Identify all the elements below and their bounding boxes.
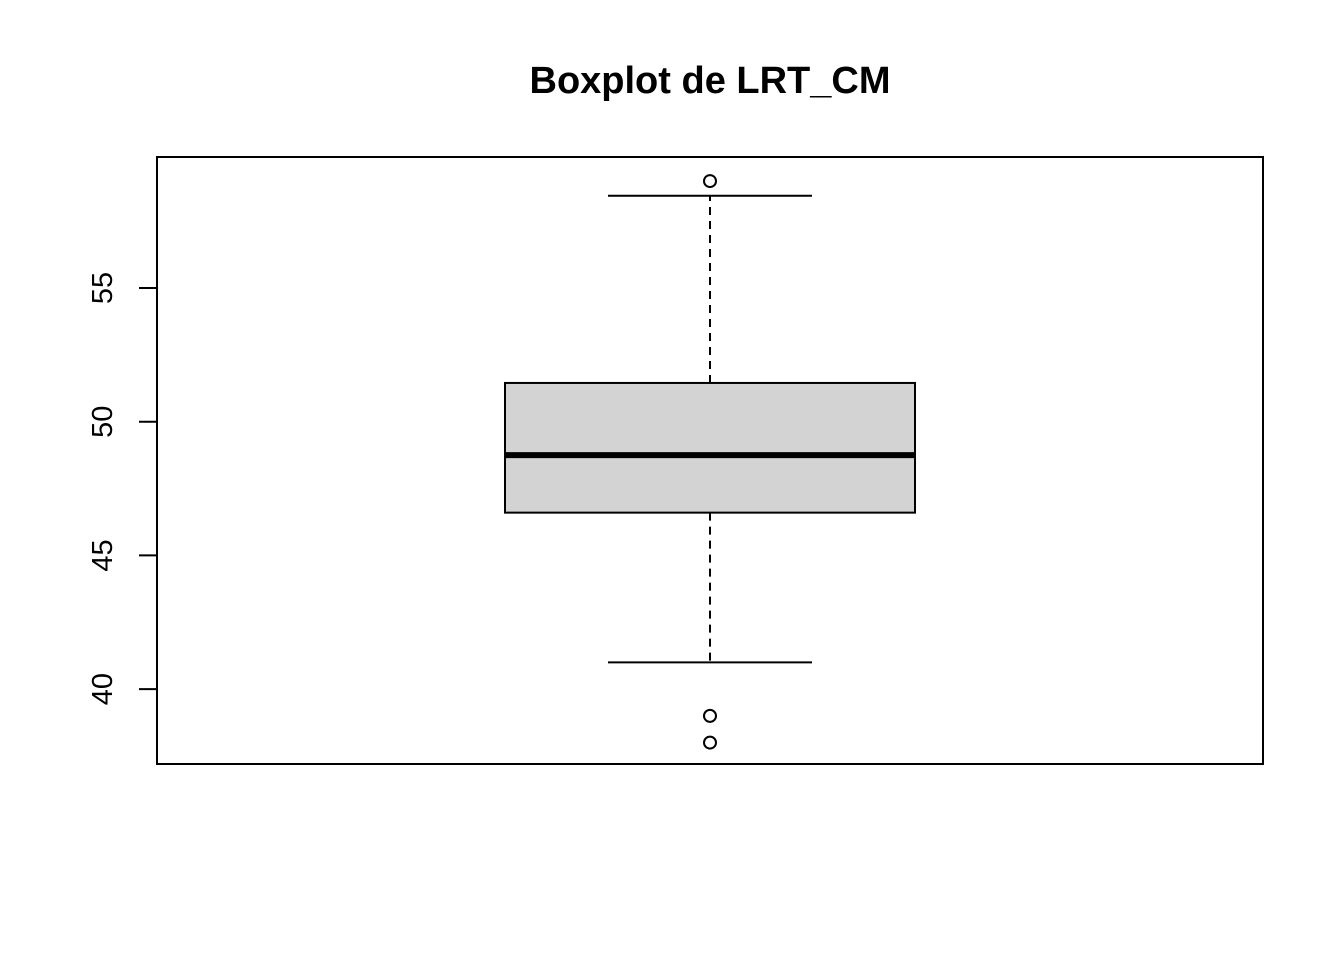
outlier-point — [703, 174, 717, 189]
y-tick-label: 40 — [87, 673, 119, 705]
y-axis: 40 45 50 55 — [87, 272, 158, 705]
chart-title: Boxplot de LRT_CM — [530, 60, 891, 102]
y-tick-label: 50 — [87, 406, 119, 438]
outlier-point — [703, 708, 717, 723]
y-tick-label: 55 — [87, 272, 119, 304]
outliers — [703, 174, 717, 750]
interquartile-box — [504, 381, 916, 514]
y-tick-label: 45 — [87, 539, 119, 571]
box-plot — [504, 194, 916, 664]
outlier-point — [703, 735, 717, 750]
